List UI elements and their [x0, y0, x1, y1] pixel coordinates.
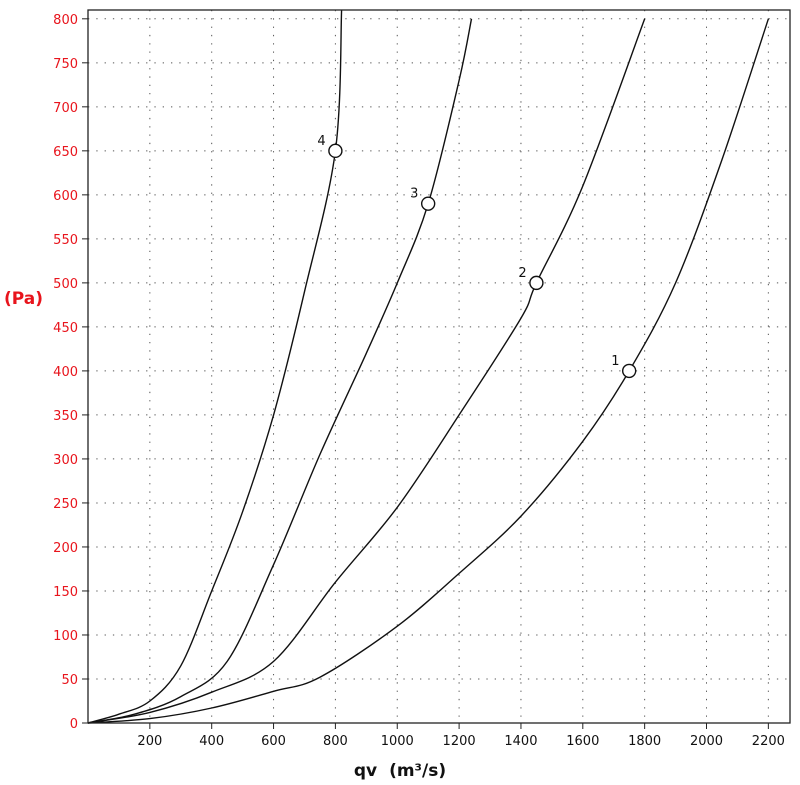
y-tick-label: 0	[70, 717, 78, 732]
x-tick-label: 200	[137, 734, 162, 749]
y-tick-label: 450	[53, 321, 78, 336]
x-tick-label: 1800	[628, 734, 661, 749]
y-tick-label: 550	[53, 233, 78, 248]
y-tick-label: 300	[53, 453, 78, 468]
markers: 1 2 3 4	[317, 134, 637, 379]
ticks: 0 50 100 150 200 250 300 350 400 450 500 550 600 650 7…	[53, 13, 785, 749]
operating-point-1	[621, 363, 637, 379]
curve-label-1: 1	[611, 354, 619, 369]
y-tick-label: 50	[61, 673, 78, 688]
x-tick-label: 1600	[566, 734, 599, 749]
x-tick-label: 400	[199, 734, 224, 749]
x-tick-label: 600	[261, 734, 286, 749]
curve-label-4: 4	[317, 134, 325, 149]
x-tick-label: 2000	[690, 734, 723, 749]
y-tick-label: 350	[53, 409, 78, 424]
x-tick-label: 800	[323, 734, 348, 749]
curve-4	[87, 9, 343, 724]
y-tick-label: 200	[53, 541, 78, 556]
curve-1	[87, 18, 770, 724]
curve-2	[87, 18, 646, 724]
x-axis-label-main: qv	[354, 761, 377, 781]
y-tick-label: 150	[53, 585, 78, 600]
y-tick-label: 700	[53, 101, 78, 116]
y-tick-label: 800	[53, 13, 78, 28]
x-tick-label: 1200	[443, 734, 476, 749]
curves	[87, 9, 770, 724]
operating-point-3	[420, 196, 436, 211]
curve-label-3: 3	[410, 187, 418, 202]
curve-3	[87, 18, 473, 724]
y-tick-label: 250	[53, 497, 78, 512]
plot-frame	[87, 9, 791, 724]
y-tick-label: 600	[53, 189, 78, 204]
y-tick-label: 500	[53, 277, 78, 292]
x-axis-label-unit: (m³/s)	[389, 761, 446, 781]
x-tick-label: 2200	[752, 734, 785, 749]
y-tick-label: 650	[53, 145, 78, 160]
operating-point-2	[529, 275, 544, 291]
curve-label-2: 2	[518, 266, 526, 281]
y-tick-label: 400	[53, 365, 78, 380]
x-axis-label: qv (m³/s)	[354, 761, 446, 781]
y-axis-label: (Pa)	[4, 289, 43, 309]
x-tick-label: 1000	[381, 734, 414, 749]
y-tick-label: 100	[53, 629, 78, 644]
operating-point-4	[328, 143, 343, 159]
y-tick-label: 750	[53, 57, 78, 72]
grid	[88, 10, 790, 723]
x-tick-label: 1400	[504, 734, 537, 749]
